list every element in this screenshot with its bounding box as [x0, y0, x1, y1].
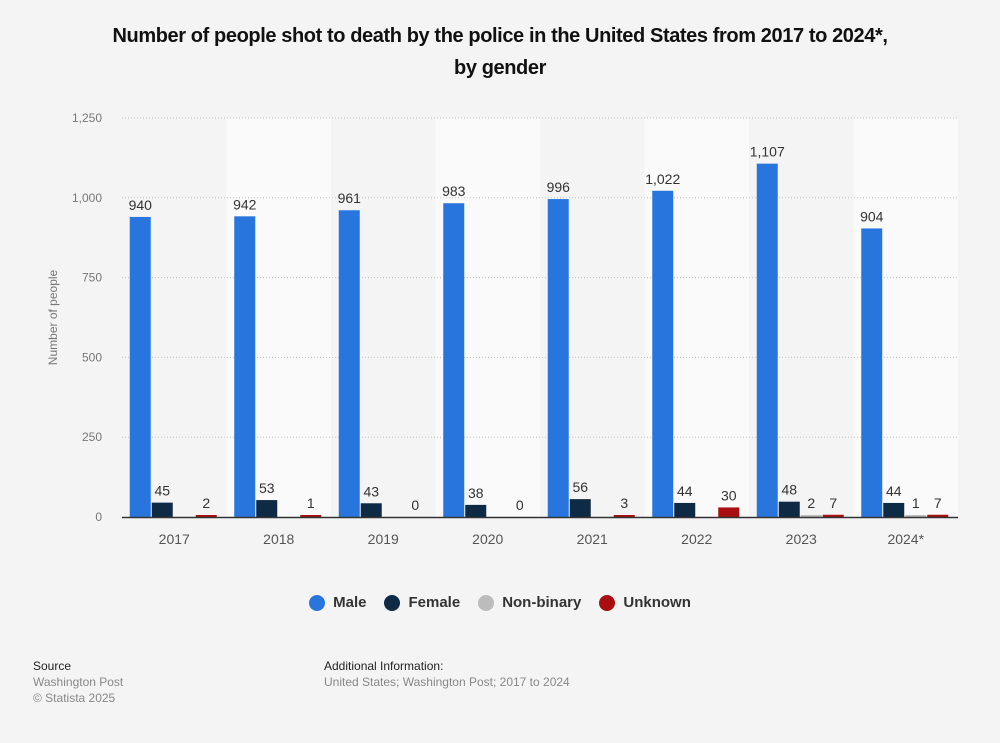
bar-unknown	[613, 515, 635, 517]
bar-female	[360, 503, 382, 517]
legend-item-female[interactable]: Female	[384, 594, 460, 611]
legend-swatch-unknown	[599, 594, 616, 611]
data-label: 1,022	[645, 171, 680, 187]
bar-female	[256, 500, 278, 517]
data-label: 0	[411, 497, 419, 513]
bar-male	[338, 210, 360, 518]
bar-unknown	[718, 507, 740, 517]
x-tick-label: 2017	[159, 531, 190, 547]
bar-male	[547, 199, 569, 518]
copyright-text: © Statista 2025	[33, 691, 116, 705]
data-label: 53	[259, 480, 275, 496]
additional-info-text: United States; Washington Post; 2017 to …	[324, 675, 570, 689]
bar-unknown	[822, 514, 844, 517]
additional-info-block: Additional Information: United States; W…	[324, 658, 570, 690]
bar-female	[465, 504, 487, 517]
data-label: 3	[620, 495, 628, 511]
legend-label-female: Female	[408, 594, 461, 611]
data-label: 38	[468, 485, 484, 501]
bar-female	[883, 502, 905, 517]
data-label: 2	[807, 495, 815, 511]
data-label: 30	[721, 487, 737, 503]
data-label: 940	[129, 197, 153, 213]
bar-unknown	[927, 514, 949, 517]
chart-title-line-1: Number of people shot to death by the po…	[112, 25, 888, 47]
y-tick-label: 500	[82, 350, 102, 364]
data-label: 48	[781, 482, 797, 498]
source-text: Washington Post	[33, 675, 124, 689]
chart-title-line-2: by gender	[454, 57, 546, 79]
y-tick-label: 750	[82, 271, 102, 285]
y-tick-label: 0	[95, 510, 102, 524]
source-block: Source Washington Post © Statista 2025	[33, 658, 123, 706]
data-label: 44	[677, 483, 693, 499]
legend-swatch-female	[384, 594, 401, 611]
y-tick-label: 1,000	[72, 191, 102, 205]
data-label: 1,107	[750, 144, 785, 160]
bar-non-binary	[800, 515, 822, 517]
bar-female	[151, 502, 173, 517]
data-label: 7	[829, 495, 837, 511]
y-tick-label: 1,250	[72, 111, 102, 125]
x-tick-label: 2019	[368, 531, 399, 547]
legend-item-unknown[interactable]: Unknown	[599, 594, 691, 611]
legend-item-male[interactable]: Male	[309, 594, 366, 611]
data-label: 961	[338, 190, 362, 206]
bar-male	[652, 190, 674, 518]
legend-label-unknown: Unknown	[623, 594, 691, 611]
data-label: 1	[307, 495, 315, 511]
additional-info-heading: Additional Information:	[324, 659, 444, 673]
legend-label-male: Male	[333, 594, 367, 611]
chart-title: Number of people shot to death by the po…	[0, 20, 1000, 84]
legend-item-non-binary[interactable]: Non-binary	[478, 594, 581, 611]
bar-male	[129, 216, 151, 517]
bar-unknown	[195, 515, 217, 517]
legend-label-non-binary: Non-binary	[502, 594, 582, 611]
x-tick-label: 2022	[681, 531, 712, 547]
x-tick-label: 2023	[786, 531, 817, 547]
data-label: 983	[442, 183, 466, 199]
x-tick-label: 2018	[263, 531, 294, 547]
x-tick-label: 2024*	[887, 531, 924, 547]
source-heading: Source	[33, 659, 72, 673]
data-label: 2	[202, 495, 210, 511]
bar-female	[569, 499, 591, 517]
y-axis-label: Number of people	[46, 269, 60, 365]
legend-swatch-non-binary	[478, 594, 495, 611]
legend: Male Female Non-binary Unknown	[0, 594, 1000, 611]
bar-chart: 0 250 500 750 1,000 1,250 Number of people 940 4…	[46, 111, 958, 547]
data-label: 44	[886, 483, 902, 499]
bar-female	[778, 501, 800, 517]
data-label: 1	[912, 495, 920, 511]
bar-non-binary	[905, 515, 927, 517]
data-label: 45	[154, 483, 170, 499]
y-tick-label: 250	[82, 430, 102, 444]
data-label: 43	[363, 483, 379, 499]
bar-unknown	[300, 515, 322, 517]
data-label: 7	[934, 495, 942, 511]
bar-male	[443, 203, 465, 518]
legend-swatch-male	[309, 594, 326, 611]
x-tick-label: 2021	[577, 531, 608, 547]
bar-male	[234, 216, 256, 517]
bar-male	[861, 228, 883, 517]
data-label: 0	[516, 497, 524, 513]
data-label: 56	[572, 479, 588, 495]
data-label: 996	[547, 179, 571, 195]
data-label: 904	[860, 208, 884, 224]
bar-female	[674, 502, 696, 517]
bar-male	[756, 163, 778, 517]
x-tick-label: 2020	[472, 531, 503, 547]
data-label: 942	[233, 196, 257, 212]
